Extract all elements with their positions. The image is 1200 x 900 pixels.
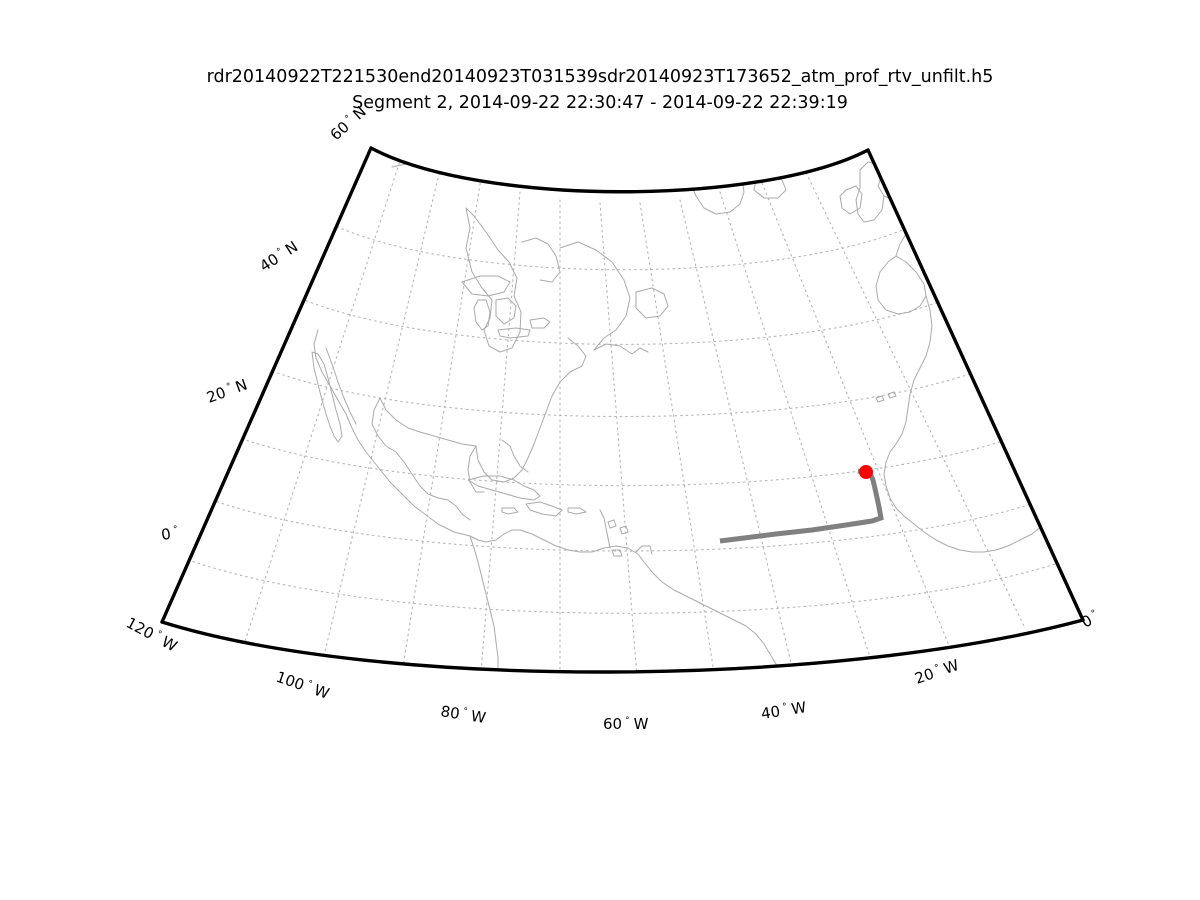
coastline-south-america-north <box>519 529 783 673</box>
parallel-30n <box>246 360 990 418</box>
longitude-label-text: 40° W <box>760 698 808 723</box>
meridian-80w <box>477 191 521 673</box>
coastline-florida <box>467 445 485 493</box>
latitude-label-0: 60°N <box>327 103 370 144</box>
coastline-jamaica <box>501 507 519 515</box>
longitude-label-3: 60 ° W <box>603 715 649 733</box>
longitude-label-1: 100°W <box>274 668 332 703</box>
track-start-marker <box>859 465 873 479</box>
coastline-cuba <box>467 475 541 501</box>
parallel-50n <box>326 221 913 271</box>
coastline-mexico-east <box>371 397 471 521</box>
coastline-lake-superior <box>461 275 511 297</box>
coastline-africa-nw <box>885 295 933 463</box>
latitude-label-text: 60°N <box>327 103 370 144</box>
coastline-trinidad <box>611 549 623 557</box>
boundary-top <box>369 146 870 194</box>
meridian-10w <box>798 157 1025 627</box>
parallel-60n <box>370 148 869 193</box>
latitude-label-3: 0° <box>160 524 179 544</box>
coastline-gulf-california <box>325 347 357 425</box>
coastline-south-america-west <box>469 535 499 673</box>
parallel-40n <box>285 291 952 345</box>
coastline-cape-verde-a <box>607 519 617 529</box>
longitude-label-text: 60 ° W <box>603 715 649 733</box>
coastline-africa-w <box>883 461 1051 553</box>
coastline-guyana-bulge <box>635 545 653 555</box>
coastline-bahamas <box>501 439 529 473</box>
coastline-baja <box>311 351 343 443</box>
graticule-labels: 60°N 40°N 20°N 0° 120°W 100°W 80°W 60 ° W 40° W 20°W… <box>123 103 1102 733</box>
coastline-canary-b <box>887 391 897 399</box>
boundary-right <box>866 148 1085 622</box>
coastline-puerto-rico <box>567 507 587 515</box>
coastline-newfoundland <box>635 287 669 319</box>
latitude-label-text: 40°N <box>256 237 301 275</box>
latitude-label-text: 20°N <box>204 376 249 407</box>
parallel-10n <box>185 489 1050 552</box>
meridian-20w <box>759 177 955 659</box>
meridian-100w <box>317 156 444 673</box>
coastline-group <box>311 155 1051 673</box>
coastline-hispaniola <box>525 501 563 517</box>
coastline-ireland <box>839 185 863 215</box>
longitude-label-text: 0° <box>1078 608 1102 632</box>
meridian-90w <box>397 177 482 673</box>
meridian-60w <box>599 202 641 673</box>
longitude-label-text: 80°W <box>439 702 487 727</box>
coastline-lesser-antilles <box>599 509 611 549</box>
boundary-bottom <box>160 618 1085 674</box>
swath-outline <box>719 468 884 544</box>
longitude-label-text: 120°W <box>123 614 180 656</box>
coastline-us-east <box>475 337 587 483</box>
coastline-lake-erie <box>497 327 531 339</box>
longitude-label-2: 80°W <box>439 702 487 727</box>
coastline-canary-a <box>875 395 885 403</box>
graticule-group <box>162 148 1083 673</box>
coastline-gulf-coast <box>379 397 477 447</box>
coastline-lake-ontario <box>529 317 551 329</box>
longitude-label-0: 120°W <box>123 614 180 656</box>
latitude-label-1: 40°N <box>256 237 301 275</box>
coastline-lake-huron <box>495 297 517 325</box>
coastline-mexico-west <box>313 329 471 537</box>
boundary-left <box>160 146 373 624</box>
coastline-hudson-bay <box>465 207 522 353</box>
map-boundary <box>160 146 1085 674</box>
coastline-cape-verde-b <box>619 525 629 535</box>
meridian-30w <box>719 191 879 673</box>
coastline-lake-michigan <box>473 299 491 331</box>
longitude-label-6: 0° <box>1078 608 1102 632</box>
meridian-110w <box>239 148 407 658</box>
coastline-gulf-st-lawrence <box>593 343 649 355</box>
longitude-label-text: 100°W <box>274 668 332 703</box>
orbit-swath-track <box>719 468 884 544</box>
meridian-50w <box>639 202 721 673</box>
parallel-20n <box>210 426 1024 487</box>
coastline-hudson-strait <box>521 237 561 283</box>
coastline-iberia <box>875 255 927 315</box>
longitude-label-5: 20°W <box>912 656 961 688</box>
meridian-40w <box>679 199 801 673</box>
latitude-label-text: 0° <box>160 524 179 544</box>
longitude-label-4: 40° W <box>760 698 808 723</box>
coastline-central-america <box>469 529 521 543</box>
parallel-0 <box>162 549 1074 614</box>
latitude-label-2: 20°N <box>204 376 249 407</box>
coastline-labrador <box>559 241 631 351</box>
longitude-label-text: 20°W <box>912 656 961 688</box>
